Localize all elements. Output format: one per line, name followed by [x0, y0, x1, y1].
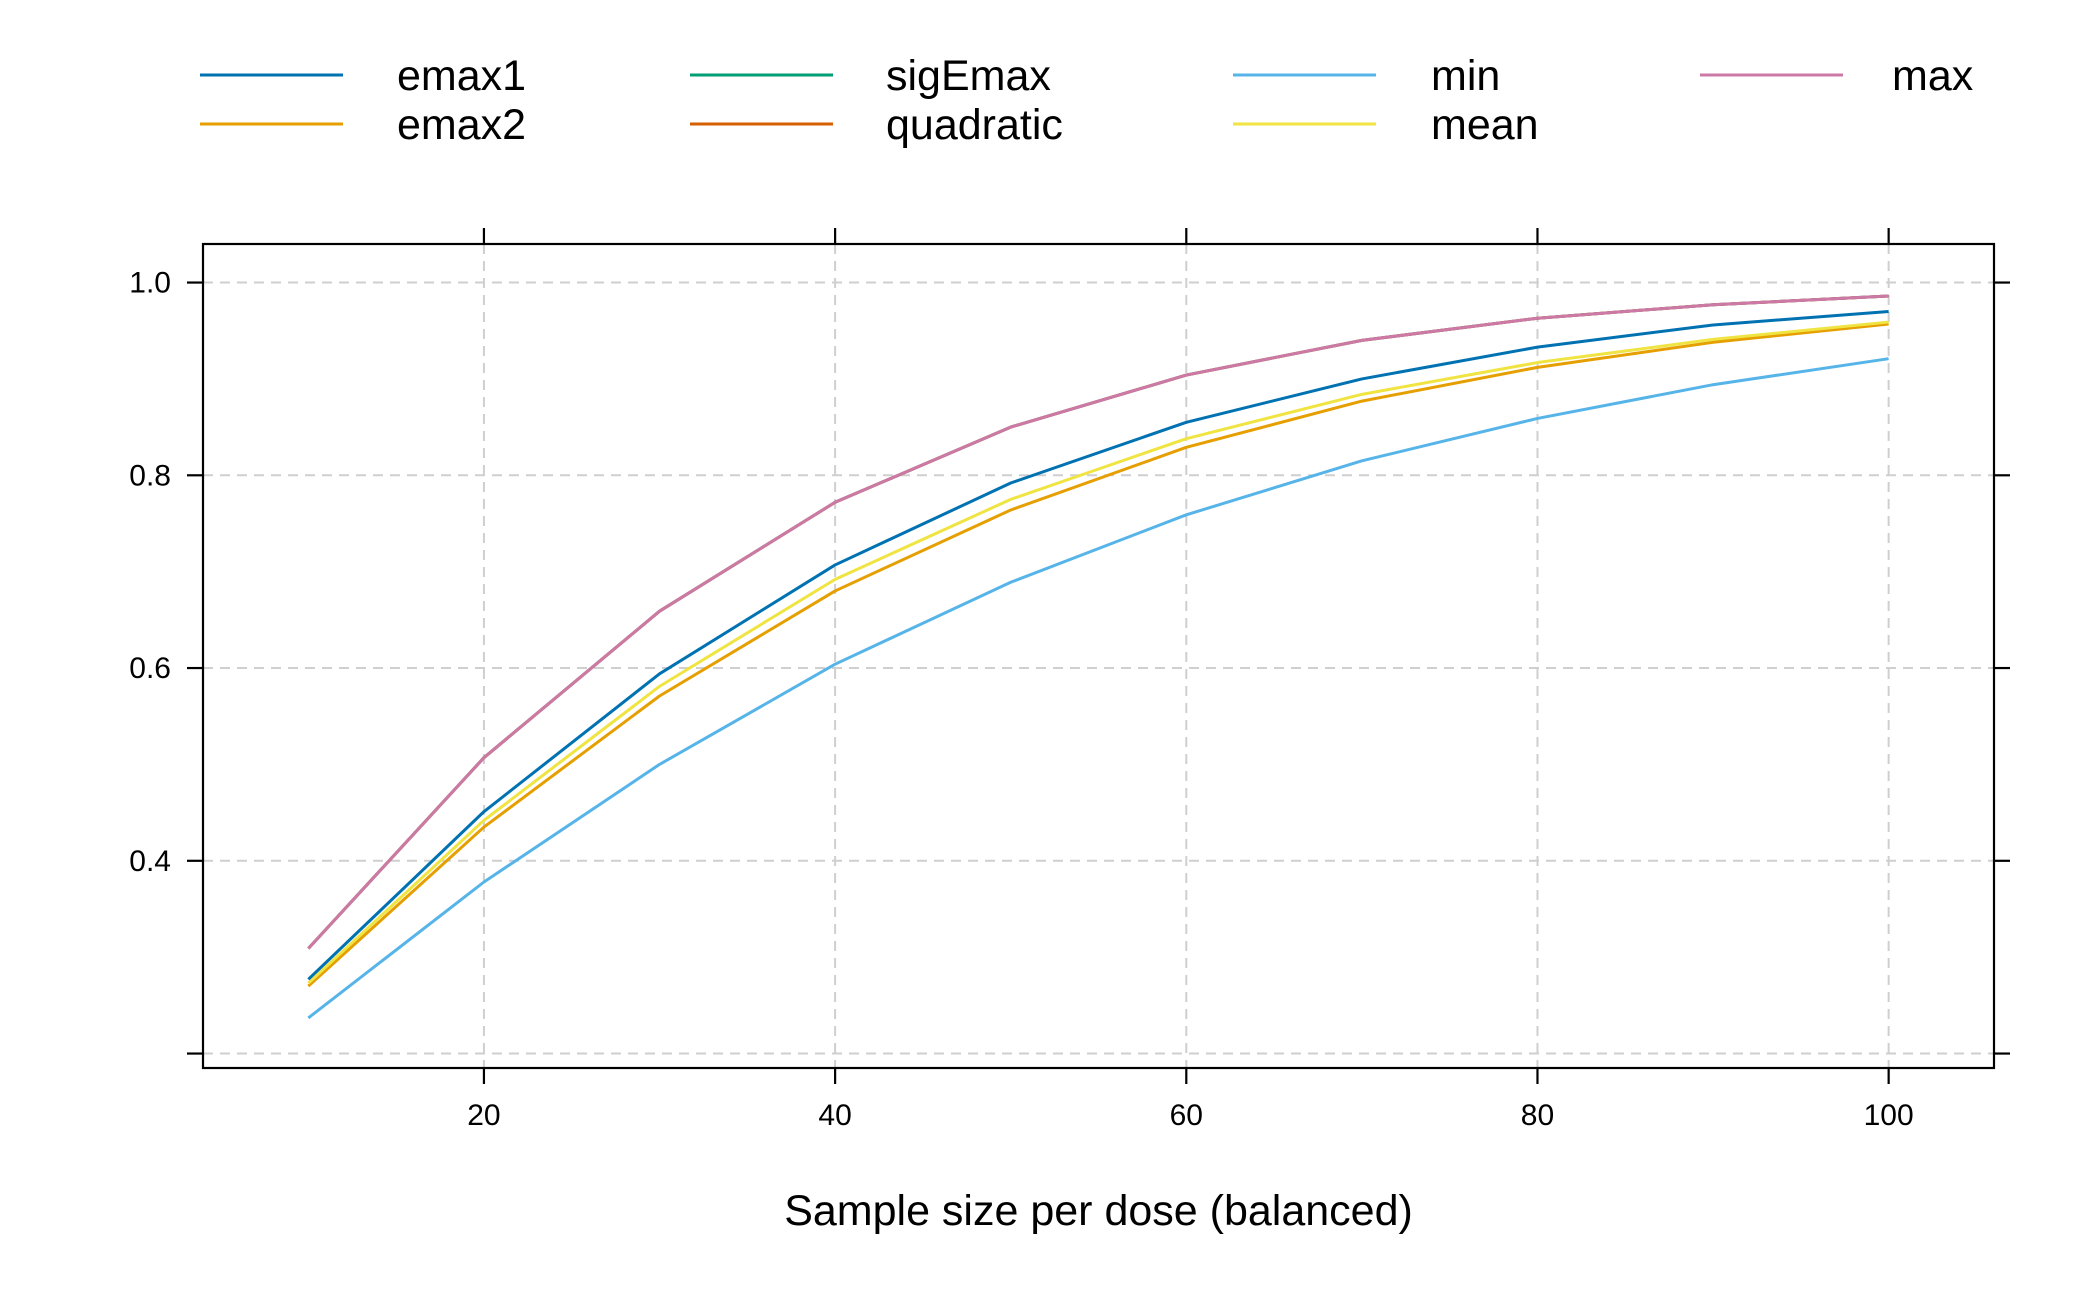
ticks: 20 40 60 80 100 0.4 0.6 0.8 1.0 [129, 228, 2010, 1132]
y-tick-label: 0.6 [129, 652, 171, 685]
plot-frame [201, 242, 1996, 1070]
series-line-mean [307, 320, 1889, 985]
grid [203, 244, 1994, 1068]
legend-label-quadratic: quadratic [886, 101, 1063, 149]
legend-label-mean: mean [1431, 101, 1539, 149]
x-tick-label: 40 [818, 1099, 851, 1132]
legend-label-min: min [1431, 52, 1500, 100]
y-tick-label: 0.8 [129, 459, 171, 492]
x-tick-label: 100 [1864, 1099, 1914, 1132]
legend-label-max: max [1892, 52, 1974, 100]
series-line-max [307, 294, 1889, 950]
series-group [307, 294, 1889, 1020]
series-line-min [307, 357, 1889, 1020]
y-tick-label: 0.4 [129, 845, 171, 878]
x-tick-label: 60 [1170, 1099, 1203, 1132]
series-line-emax2 [307, 322, 1889, 988]
x-tick-label: 80 [1521, 1099, 1554, 1132]
x-tick-label: 20 [467, 1099, 500, 1132]
series-line-emax1 [307, 309, 1889, 981]
series-line-quadratic [307, 294, 1889, 950]
legend-label-sigEmax: sigEmax [886, 52, 1051, 100]
x-axis-title: Sample size per dose (balanced) [784, 1187, 1413, 1235]
legend-label-emax2: emax2 [397, 101, 526, 149]
y-tick-label: 1.0 [129, 267, 171, 300]
legend-label-emax1: emax1 [397, 52, 526, 100]
series-line-sigEmax [307, 294, 1889, 950]
